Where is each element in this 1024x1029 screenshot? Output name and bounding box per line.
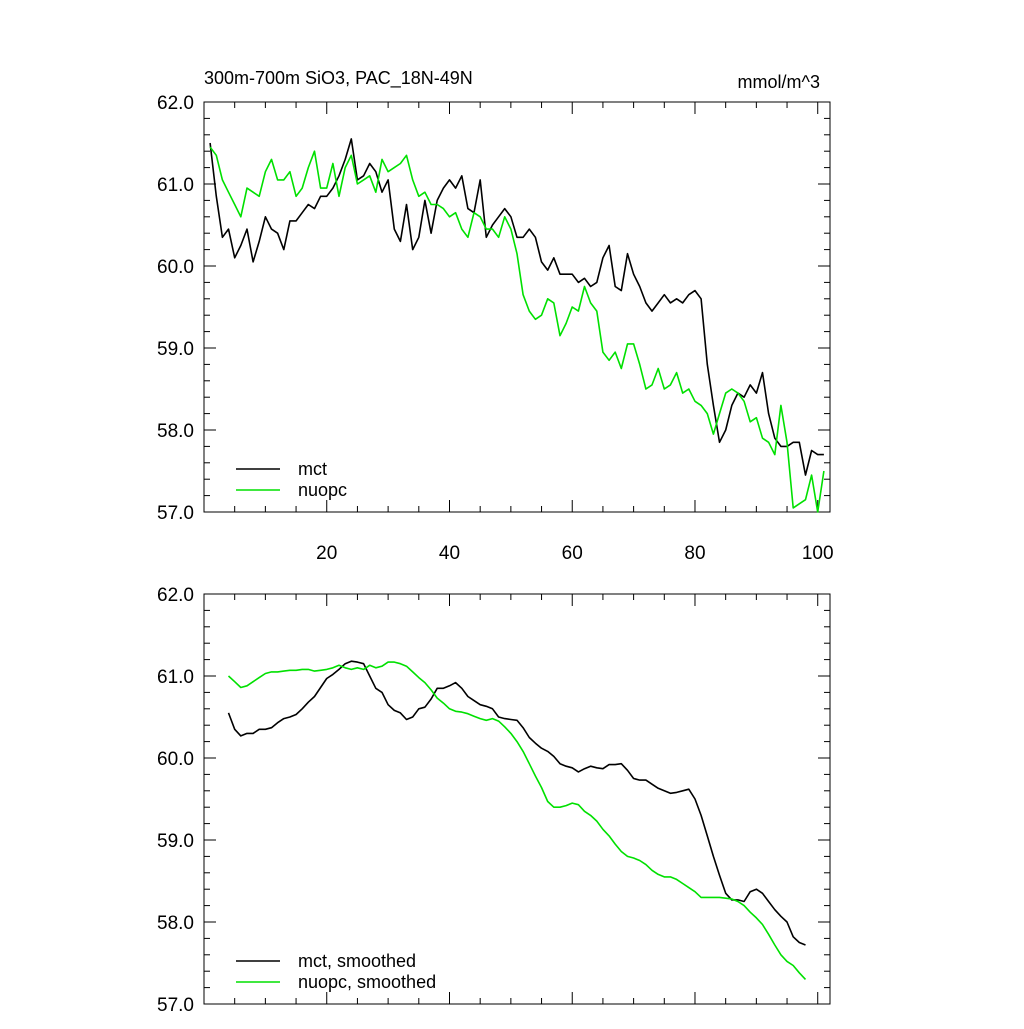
y-tick-label: 59.0 xyxy=(157,831,194,852)
chart-title: 300m-700m SiO3, PAC_18N-49N xyxy=(204,68,473,89)
plot-frame xyxy=(203,593,831,1005)
legend-label: mct xyxy=(298,459,327,479)
bottom-panel: 62.0 61.0 60.0 59.0 58.0 57.0 mct, smoothednuo… xyxy=(157,585,831,1016)
x-tick-label: 40 xyxy=(439,543,460,564)
units-label: mmol/m^3 xyxy=(738,72,820,92)
y-tick-label: 57.0 xyxy=(157,503,194,524)
y-tick-label: 60.0 xyxy=(157,749,194,770)
legend-label: nuopc xyxy=(298,480,347,500)
series-line-mct-smoothed xyxy=(227,660,806,946)
plot-frame xyxy=(203,101,831,513)
x-tick-label: 80 xyxy=(684,543,705,564)
y-tick-label: 62.0 xyxy=(157,93,194,114)
y-tick-label: 58.0 xyxy=(157,421,194,442)
y-tick-label: 61.0 xyxy=(157,175,194,196)
series-line-mct xyxy=(209,138,824,476)
series-line-nuopc-smoothed xyxy=(227,661,807,980)
series-line-nuopc xyxy=(209,146,825,513)
legend-label: mct, smoothed xyxy=(298,951,416,971)
y-tick-label: 60.0 xyxy=(157,257,194,278)
y-tick-label: 57.0 xyxy=(157,995,194,1016)
y-tick-label: 59.0 xyxy=(157,339,194,360)
x-tick-label: 60 xyxy=(562,543,583,564)
y-tick-label: 58.0 xyxy=(157,913,194,934)
top-panel: 300m-700m SiO3, PAC_18N-49N mmol/m^3 62.… xyxy=(157,68,834,564)
legend-label: nuopc, smoothed xyxy=(298,972,436,992)
x-tick-label: 20 xyxy=(316,543,337,564)
y-tick-label: 61.0 xyxy=(157,667,194,688)
y-tick-label: 62.0 xyxy=(157,585,194,606)
x-tick-label: 100 xyxy=(802,543,834,564)
